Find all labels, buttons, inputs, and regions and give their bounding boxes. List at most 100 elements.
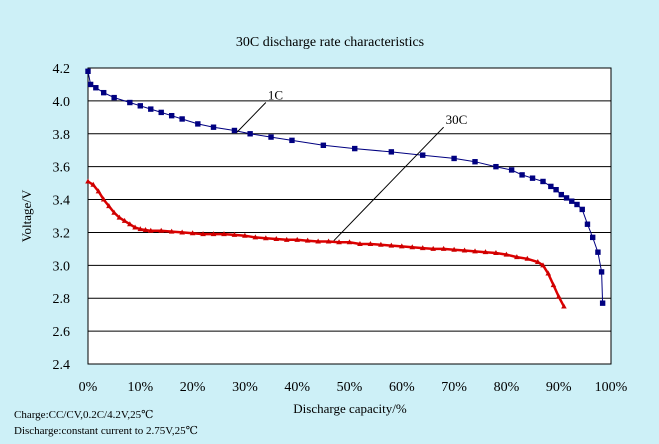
data-point-30C [482, 249, 489, 255]
data-point-30C [263, 235, 269, 241]
data-point-30C [534, 259, 541, 265]
data-point-1C [599, 300, 606, 306]
data-point-30C [461, 247, 468, 253]
data-point-30C [273, 236, 280, 242]
data-point-1C [472, 159, 478, 165]
data-point-30C [378, 241, 384, 247]
data-point-1C [148, 106, 154, 112]
data-point-30C [85, 178, 91, 184]
data-point-30C [524, 255, 531, 261]
x-tick-label: 70% [441, 380, 467, 395]
plot-area [87, 67, 612, 365]
data-point-30C [503, 251, 510, 257]
data-point-30C [137, 226, 144, 232]
data-point-1C [137, 103, 143, 109]
data-point-1C [168, 112, 175, 119]
data-point-1C [493, 163, 499, 170]
data-point-1C [111, 94, 117, 101]
x-tick-label: 0% [79, 380, 98, 395]
x-tick-label: 10% [127, 380, 153, 395]
data-point-30C [100, 196, 107, 202]
data-point-1C [540, 178, 546, 185]
data-point-1C [388, 149, 395, 155]
series-30C [85, 178, 567, 309]
x-tick-label: 100% [595, 380, 628, 395]
data-point-30C [252, 234, 259, 240]
y-tick-label: 3.4 [53, 194, 71, 209]
data-point-30C [451, 246, 457, 252]
y-tick-label: 4.2 [53, 62, 71, 77]
data-point-1C [563, 195, 570, 201]
data-point-30C [336, 239, 342, 245]
data-point-30C [116, 214, 123, 220]
data-point-1C [195, 121, 201, 127]
data-point-1C [127, 99, 133, 106]
data-point-30C [493, 250, 499, 255]
data-point-1C [574, 201, 580, 208]
y-axis-label: Voltage/V [19, 189, 34, 242]
data-point-30C [388, 242, 395, 248]
chart-title: 30C discharge rate characteristics [236, 35, 424, 50]
data-point-30C [325, 238, 332, 244]
data-point-30C [158, 227, 165, 233]
data-point-30C [95, 188, 102, 194]
data-point-1C [93, 85, 99, 91]
data-point-30C [179, 229, 185, 235]
x-tick-label: 40% [284, 380, 310, 395]
data-point-1C [558, 191, 565, 198]
data-point-1C [598, 269, 605, 275]
data-point-30C [121, 217, 128, 223]
data-point-30C [106, 203, 112, 209]
annotation-label-30C: 30C [446, 112, 468, 127]
charge-note: Charge:CC/CV,0.2C/4.2V,25℃ [14, 409, 153, 421]
data-point-1C [231, 127, 238, 134]
data-point-30C [367, 240, 374, 246]
data-point-1C [268, 134, 274, 140]
y-tick-label: 4.0 [53, 95, 71, 110]
data-point-1C [87, 81, 94, 88]
data-point-1C [589, 234, 596, 241]
data-point-30C [440, 245, 447, 251]
data-point-30C [127, 221, 133, 227]
data-point-30C [242, 232, 248, 238]
x-tick-label: 30% [232, 380, 258, 395]
data-point-30C [294, 236, 300, 242]
data-point-1C [584, 221, 591, 227]
annotations: 1C 30C [236, 88, 468, 242]
y-tick-label: 3.6 [53, 161, 71, 176]
discharge-note: Discharge:constant current to 2.75V,25℃ [14, 425, 198, 437]
data-point-1C [247, 131, 253, 137]
x-axis-label: Discharge capacity/% [293, 401, 407, 416]
y-tick-label: 2.6 [53, 325, 71, 340]
data-point-1C [569, 198, 575, 204]
data-point-30C [283, 236, 290, 242]
data-point-1C [210, 124, 217, 130]
data-point-1C [100, 89, 107, 96]
x-tick-label: 80% [494, 380, 520, 395]
y-tick-label: 3.2 [53, 226, 71, 241]
data-point-30C [357, 240, 363, 246]
x-tick-labels: 0% 10% 20% 30% 40% 50% 60% 70% 80% 90% 100% [79, 380, 628, 395]
data-point-1C [548, 183, 554, 190]
data-point-1C [320, 142, 327, 148]
data-point-30C [189, 230, 196, 236]
data-point-30C [399, 243, 405, 249]
y-tick-labels: 2.4 2.6 2.8 3.0 3.2 3.4 3.6 3.8 4.0 4.2 [53, 62, 71, 373]
data-point-30C [419, 245, 426, 251]
data-point-30C [472, 248, 478, 254]
data-point-1C [420, 152, 426, 158]
data-point-30C [132, 224, 138, 230]
data-point-1C [158, 109, 164, 116]
data-point-30C [430, 245, 436, 251]
data-point-1C [595, 249, 601, 255]
data-point-1C [179, 116, 185, 122]
data-point-30C [550, 282, 557, 288]
data-point-30C [304, 237, 311, 243]
series-layer [85, 68, 606, 309]
y-tick-label: 2.8 [53, 292, 71, 307]
x-tick-label: 50% [337, 380, 363, 395]
data-point-30C [409, 244, 416, 250]
data-point-30C [90, 181, 97, 187]
annotation-label-1C: 1C [268, 88, 283, 103]
